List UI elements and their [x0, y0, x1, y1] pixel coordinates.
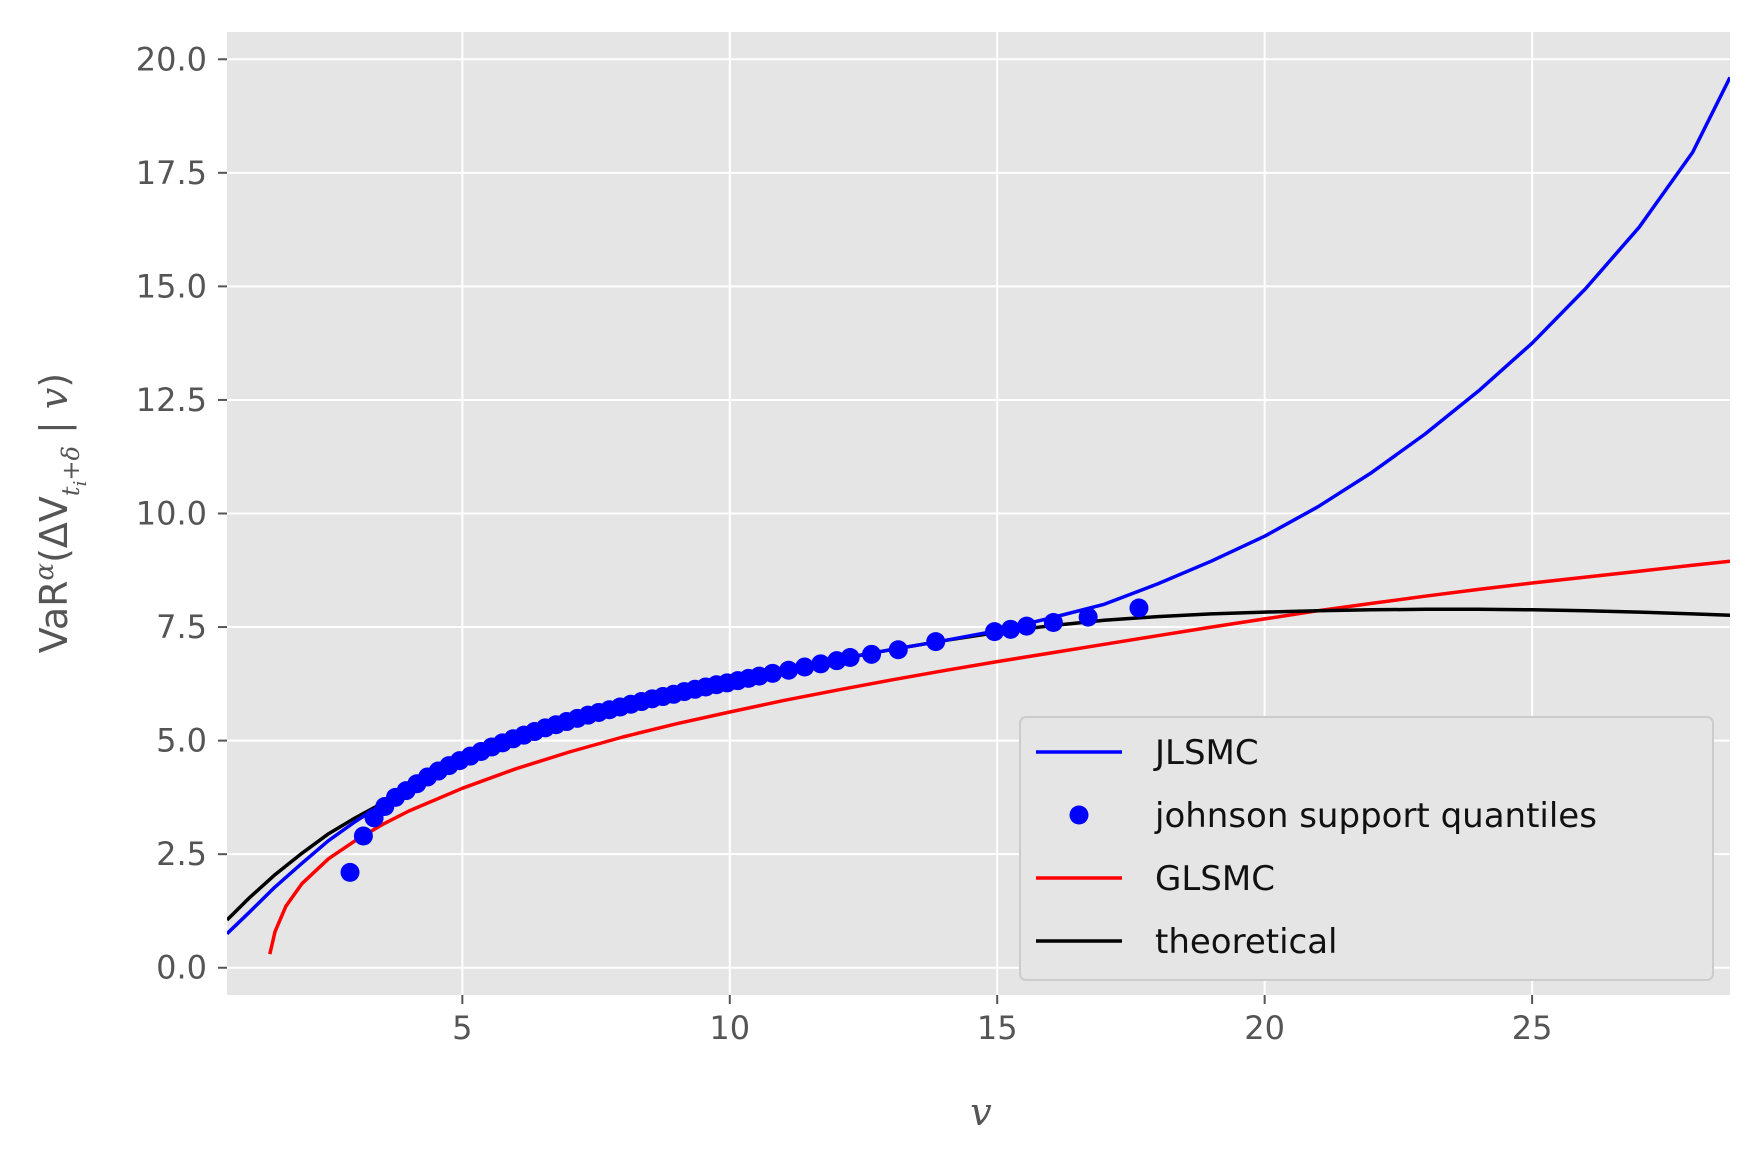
- legend-swatch: [1069, 805, 1089, 825]
- y-tick-label: 7.5: [156, 608, 207, 646]
- y-tick-label: 15.0: [136, 267, 207, 305]
- axis-ticks: [218, 58, 1534, 1004]
- data-point: [1129, 598, 1149, 618]
- grid: [227, 32, 1730, 995]
- legend-label: GLSMC: [1155, 859, 1275, 899]
- x-tick-label: 5: [452, 1009, 472, 1047]
- x-axis-label: v: [970, 1090, 992, 1134]
- legend-label: johnson support quantiles: [1154, 796, 1597, 836]
- data-point: [1043, 613, 1063, 633]
- data-point: [763, 663, 783, 683]
- data-point: [926, 632, 946, 652]
- x-tick-label: 20: [1244, 1009, 1285, 1047]
- data-point: [779, 660, 799, 680]
- y-tick-label: 17.5: [136, 154, 207, 192]
- data-point: [795, 657, 815, 677]
- legend-label: JLSMC: [1153, 733, 1259, 773]
- y-tick-label: 12.5: [136, 381, 207, 419]
- y-tick-label: 0.0: [156, 949, 207, 987]
- data-point: [340, 862, 360, 882]
- data-point: [353, 826, 373, 846]
- data-point: [811, 654, 831, 674]
- data-point: [1001, 619, 1021, 639]
- data-point: [1017, 616, 1037, 636]
- y-tick-label: 20.0: [136, 40, 207, 78]
- x-tick-label: 15: [977, 1009, 1018, 1047]
- y-tick-label: 5.0: [156, 722, 207, 760]
- tick-labels: 5 10 15 20 25 0.0 2.5 5.0 7.5 10.0 12.5 15.0 17.5 20.…: [136, 40, 1553, 1047]
- legend-box: [1019, 716, 1714, 981]
- data-point: [985, 622, 1005, 642]
- data-point: [840, 647, 860, 667]
- x-tick-label: 25: [1512, 1009, 1553, 1047]
- series-layer: [227, 76, 1730, 955]
- legend: JLSMC johnson support quantiles GLSMC theor…: [1019, 716, 1714, 981]
- data-point: [862, 644, 882, 664]
- x-tick-label: 10: [709, 1009, 750, 1047]
- data-point: [1078, 607, 1098, 627]
- data-point: [888, 640, 908, 660]
- y-tick-label: 10.0: [136, 495, 207, 533]
- y-tick-label: 2.5: [156, 835, 207, 873]
- y-axis-label: VaRα(ΔVti+δ | v): [30, 373, 91, 653]
- legend-label: theoretical: [1155, 922, 1338, 962]
